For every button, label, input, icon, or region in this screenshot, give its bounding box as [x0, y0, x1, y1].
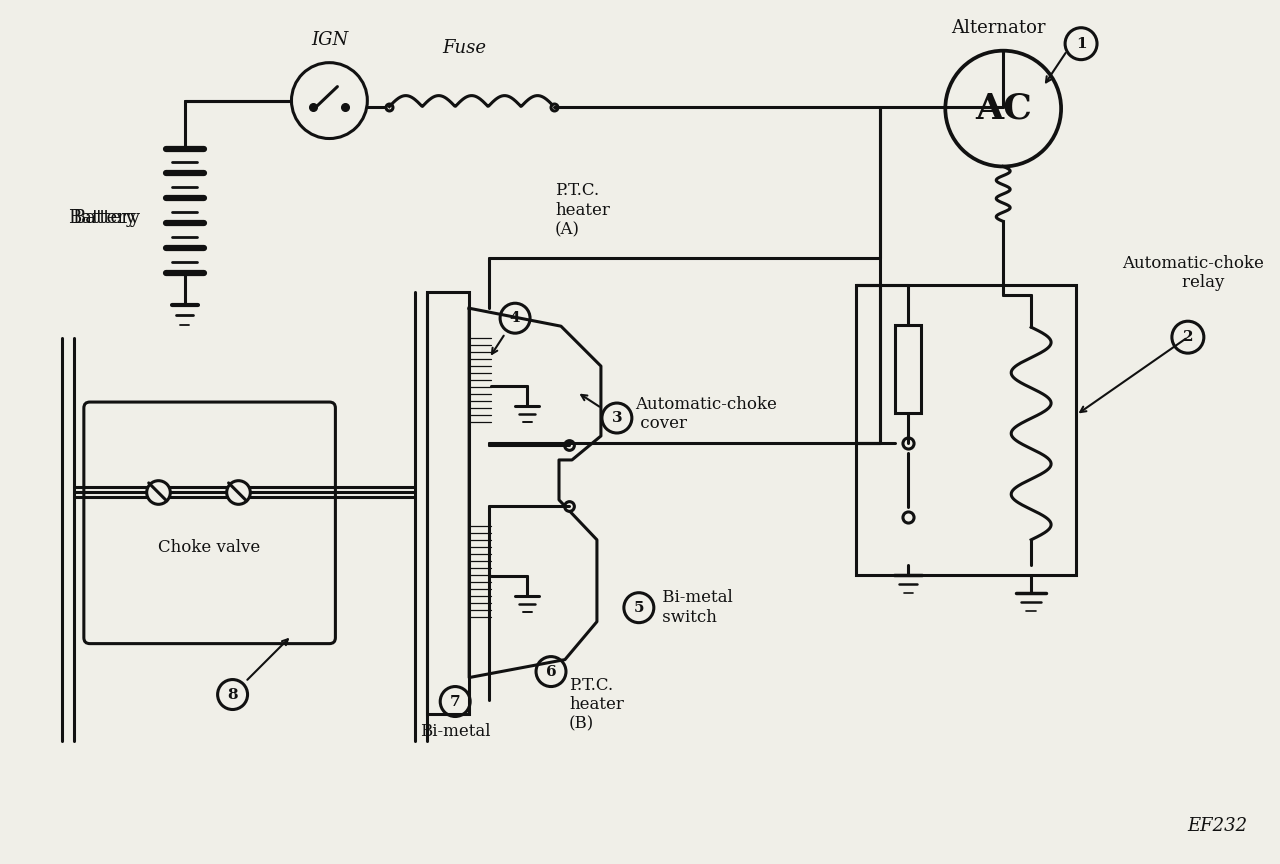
Text: P.T.C.
heater
(B): P.T.C. heater (B): [570, 677, 623, 733]
Text: 1: 1: [1075, 36, 1087, 51]
Text: EF232: EF232: [1188, 817, 1248, 835]
Text: Choke valve: Choke valve: [159, 539, 261, 556]
Text: AC: AC: [975, 92, 1032, 125]
Bar: [856, 285, 1076, 575]
Bar: [428, 292, 470, 715]
Text: 5: 5: [634, 600, 644, 614]
Bar: [896, 325, 922, 413]
Text: Automatic-choke
 cover: Automatic-choke cover: [635, 396, 777, 432]
Text: IGN: IGN: [311, 31, 348, 48]
Text: P.T.C.
heater
(A): P.T.C. heater (A): [556, 182, 609, 238]
Text: Bi-metal: Bi-metal: [420, 723, 490, 740]
Text: 2: 2: [1183, 330, 1193, 344]
Text: 7: 7: [449, 695, 461, 708]
Text: Battery: Battery: [72, 209, 140, 227]
Text: 8: 8: [228, 688, 238, 702]
Text: 4: 4: [509, 311, 521, 325]
Text: 3: 3: [612, 411, 622, 425]
Text: Fuse: Fuse: [442, 39, 486, 57]
Text: Alternator: Alternator: [951, 19, 1046, 36]
Text: 6: 6: [545, 664, 557, 678]
Text: Automatic-choke
    relay: Automatic-choke relay: [1123, 255, 1263, 291]
Text: Bi-metal
 switch: Bi-metal switch: [657, 589, 732, 626]
Text: Battery: Battery: [68, 209, 136, 227]
